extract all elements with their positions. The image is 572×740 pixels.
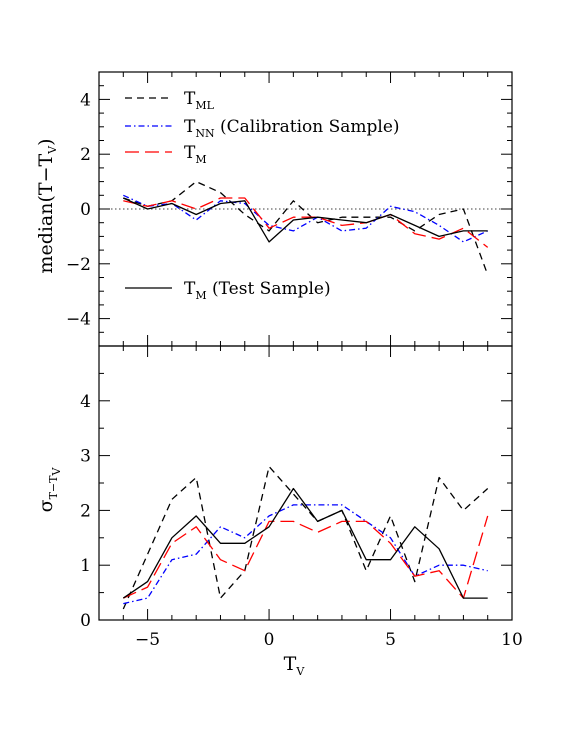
legend-label-nn: TNN (Calibration Sample) (184, 117, 400, 140)
bottom-ylabel: σT−TV (35, 467, 63, 513)
bottom-x-tick-label: 10 (501, 630, 523, 650)
bottom-x-tick-label: −5 (135, 630, 160, 650)
bottom-y-tick-label: 0 (80, 611, 91, 631)
top-frame (98, 71, 513, 347)
top-ylabel: median(T−TV) (35, 138, 59, 273)
top-series-line-2 (123, 197, 489, 248)
bottom-y-tick-label: 1 (80, 556, 91, 576)
top-panel: −4 −2 0 2 4 (66, 71, 513, 347)
top-series-line-3 (123, 197, 488, 243)
top-series-line-1 (123, 194, 488, 243)
bottom-y-tick-label: 3 (80, 447, 91, 467)
bottom-panel: 0 1 2 3 4 −5 0 5 10 (80, 345, 523, 650)
bottom-y-tick-label: 2 (80, 501, 91, 521)
top-y-tick-label: 2 (80, 145, 91, 165)
bottom-series-line-1 (123, 504, 488, 605)
bottom-series-line-3 (122, 487, 488, 599)
legend-label-ml: TML (184, 89, 215, 112)
x-axis-label: TV (284, 653, 306, 678)
legend-label-test: TM (Test Sample) (184, 279, 331, 302)
bottom-series-line-0 (122, 465, 489, 610)
top-y-tick-label: −2 (66, 255, 91, 275)
bottom-x-tick-label: 5 (385, 630, 396, 650)
top-y-tick-label: 0 (80, 200, 91, 220)
legend-label-m: TM (184, 143, 207, 166)
bottom-y-tick-label: 4 (80, 392, 91, 412)
top-y-tick-label: 4 (80, 90, 91, 110)
bottom-frame (98, 345, 513, 621)
top-y-tick-label: −4 (66, 310, 91, 330)
legend: TML TNN (Calibration Sample) TM TM (Test… (125, 89, 400, 302)
bottom-series-line-2 (123, 515, 489, 599)
top-series-line-0 (123, 180, 489, 276)
bottom-x-tick-label: 0 (264, 630, 275, 650)
